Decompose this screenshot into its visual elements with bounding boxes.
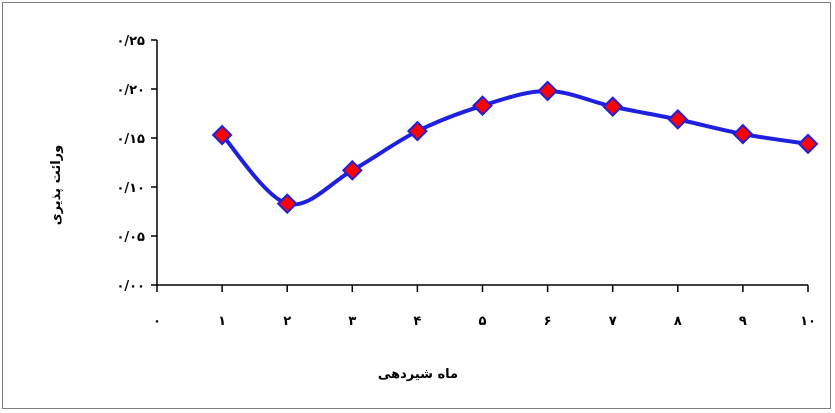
x-tick-label: ۴ (413, 314, 421, 329)
x-tick-label: ۳ (348, 314, 356, 329)
data-point (797, 133, 819, 155)
axes: ۰/۰۰ ۰/۰۵ ۰/۱۰ ۰/۱۵ ۰/۲۰ ۰/۲۵ ۰ ۱ ۲ ۳ ۴ ۵ ۶ ۷ ۸ ۹ ۱۰ (116, 34, 816, 329)
data-point (211, 124, 233, 146)
x-axis-title: ماه شیردهی (378, 367, 458, 382)
data-point (472, 95, 493, 117)
series-layer (211, 80, 819, 215)
chart-frame (2, 2, 831, 409)
data-point (732, 123, 754, 145)
y-tick-label: ۰/۰۵ (116, 230, 145, 245)
x-tick-label: ۰ (153, 314, 161, 329)
x-tick-label: ۹ (739, 314, 747, 329)
x-tick-label: ۶ (544, 314, 552, 329)
x-tick-label: ۱۰ (800, 314, 816, 329)
y-tick-label: ۰/۱۰ (116, 181, 145, 196)
x-tick-label: ۸ (674, 314, 682, 329)
x-tick-label: ۷ (609, 314, 617, 329)
x-tick-label: ۲ (283, 314, 291, 329)
data-point (667, 108, 689, 130)
x-tick-label: ۱ (218, 314, 226, 329)
data-point (537, 80, 559, 102)
series-line (220, 88, 809, 207)
data-point (406, 120, 428, 142)
data-point (276, 193, 298, 215)
y-axis-title: ورائت پذیری (49, 145, 64, 225)
x-tick-label: ۵ (479, 314, 487, 329)
y-tick-label: ۰/۰۰ (116, 279, 145, 294)
data-point (341, 159, 363, 181)
y-tick-label: ۰/۲۵ (116, 34, 145, 49)
y-tick-label: ۰/۱۵ (116, 132, 145, 147)
data-point (602, 96, 624, 118)
y-tick-label: ۰/۲۰ (116, 83, 145, 98)
